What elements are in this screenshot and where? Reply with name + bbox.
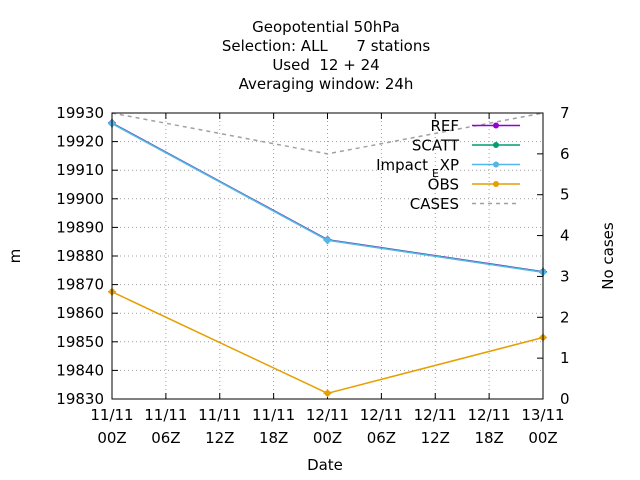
x-tick-label-hour: 18Z — [474, 429, 503, 447]
legend-label-main: Impact — [376, 156, 428, 174]
x-tick-label-hour: 06Z — [367, 429, 396, 447]
legend-label: SCATT — [412, 137, 460, 155]
y2-tick-label: 7 — [560, 104, 570, 122]
x-tick-label-date: 11/11 — [252, 406, 295, 424]
legend-label: CASES — [410, 195, 459, 213]
x-tick-label-date: 12/11 — [414, 406, 457, 424]
y-tick-label: 19910 — [56, 161, 104, 179]
x-tick-label-hour: 00Z — [97, 429, 126, 447]
x-tick-label-hour: 12Z — [205, 429, 234, 447]
y-tick-label: 19890 — [56, 218, 104, 236]
y2-tick-label: 6 — [560, 145, 570, 163]
plot-frame — [111, 112, 544, 400]
x-tick-label-date: 11/11 — [198, 406, 241, 424]
y-tick-label: 19860 — [56, 304, 104, 322]
legend-label-sub: E — [432, 167, 439, 180]
x-tick-label-hour: 06Z — [151, 429, 180, 447]
legend-marker — [493, 181, 499, 187]
chart-title-line-3: Used 12 + 24 — [272, 56, 379, 74]
x-tick-label-hour: 18Z — [259, 429, 288, 447]
y-tick-label: 19830 — [56, 390, 104, 408]
x-axis-label: Date — [307, 456, 343, 474]
chart-title-line-2: Selection: ALL 7 stations — [222, 37, 430, 55]
legend-marker — [493, 142, 499, 148]
x-tick-label-date: 11/11 — [90, 406, 133, 424]
x-tick-label-hour: 00Z — [528, 429, 557, 447]
legend-label-tail: XP — [440, 156, 459, 174]
legend-label: REF — [430, 117, 459, 135]
y-tick-label: 19850 — [56, 333, 104, 351]
chart-title-line-4: Averaging window: 24h — [239, 75, 414, 93]
y2-tick-label: 1 — [560, 349, 570, 367]
tick-layer: 11/11 00Z 11/11 06Z 11/11 12Z 11/11 18Z 12/11 00Z… — [56, 104, 569, 447]
y2-tick-label: 2 — [560, 308, 570, 326]
y2-tick-label: 3 — [560, 267, 570, 285]
y-tick-label: 19900 — [56, 190, 104, 208]
legend-marker — [493, 122, 499, 129]
y-tick-label: 19920 — [56, 133, 104, 151]
x-tick-label-date: 12/11 — [306, 406, 349, 424]
y2-tick-label: 4 — [560, 227, 570, 245]
series-line — [111, 112, 544, 155]
x-tick-label-date: 13/11 — [521, 406, 564, 424]
y2-tick-label: 0 — [560, 390, 570, 408]
y-axis-label: m — [6, 249, 24, 264]
y2-tick-label: 5 — [560, 186, 570, 204]
y-tick-label: 19930 — [56, 104, 104, 122]
y-tick-label: 19870 — [56, 276, 104, 294]
x-tick-label-date: 11/11 — [144, 406, 187, 424]
x-tick-label-hour: 00Z — [313, 429, 342, 447]
y2-axis-label: No cases — [599, 222, 617, 290]
y-tick-label: 19840 — [56, 361, 104, 379]
x-tick-label-date: 12/11 — [360, 406, 403, 424]
x-tick-label-hour: 12Z — [421, 429, 450, 447]
chart-title-line-1: Geopotential 50hPa — [252, 18, 400, 36]
x-tick-label-date: 12/11 — [468, 406, 511, 424]
legend-marker — [493, 161, 499, 168]
y-tick-label: 19880 — [56, 247, 104, 265]
series-cases — [111, 112, 544, 155]
legend-label: OBS — [428, 176, 459, 194]
